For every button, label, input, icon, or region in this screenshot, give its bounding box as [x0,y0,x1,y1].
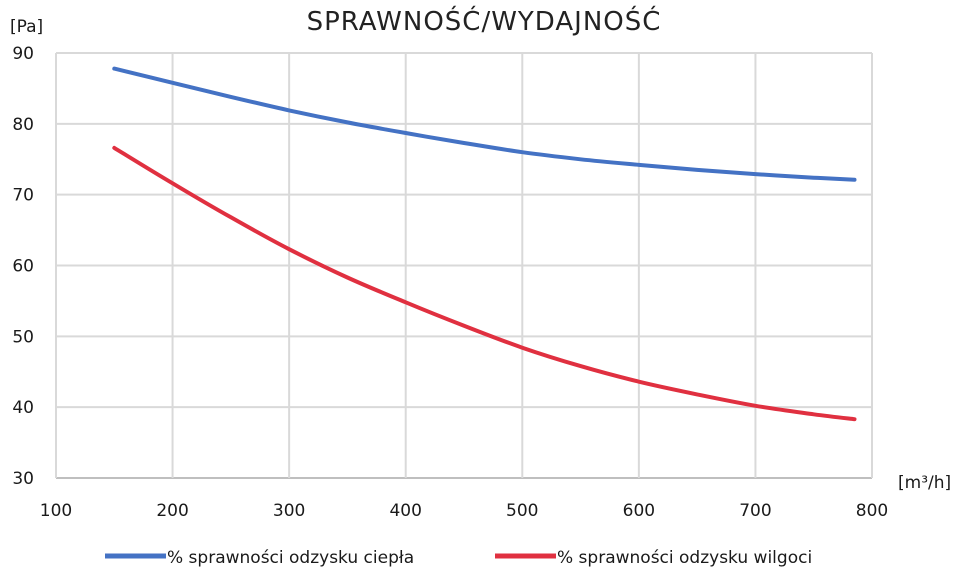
x-tick-label: 800 [856,501,888,521]
x-tick-label: 700 [739,501,771,521]
y-tick-label: 70 [12,186,34,206]
y-tick-label: 30 [12,469,34,489]
y-tick-label: 80 [12,115,34,135]
tick-labels: 30 40 50 60 70 80 90 100 200 300 400 500 600 700 800 [12,44,888,521]
x-tick-label: 200 [156,501,188,521]
legend-label-heat: % sprawności odzysku ciepła [167,548,414,568]
x-tick-label: 600 [623,501,655,521]
series-line-heat-recovery [112,66,857,182]
y-axis-label: [Pa] [10,17,43,37]
x-tick-label: 400 [389,501,421,521]
y-tick-label: 40 [12,398,34,418]
x-axis-label: [m³/h] [898,473,951,493]
x-tick-label: 500 [506,501,538,521]
y-tick-label: 50 [12,327,34,347]
y-tick-label: 90 [12,44,34,64]
y-tick-label: 60 [12,257,34,277]
legend-label-moisture: % sprawności odzysku wilgoci [557,548,812,568]
x-tick-label: 300 [273,501,305,521]
series-line-moisture-recovery [112,145,857,422]
chart-title: SPRAWNOŚĆ/WYDAJNOŚĆ [307,5,662,37]
legend: % sprawności odzysku ciepła % sprawności… [105,548,812,568]
grid-layer [55,52,873,479]
series-layer [112,66,857,422]
x-tick-label: 100 [40,501,72,521]
